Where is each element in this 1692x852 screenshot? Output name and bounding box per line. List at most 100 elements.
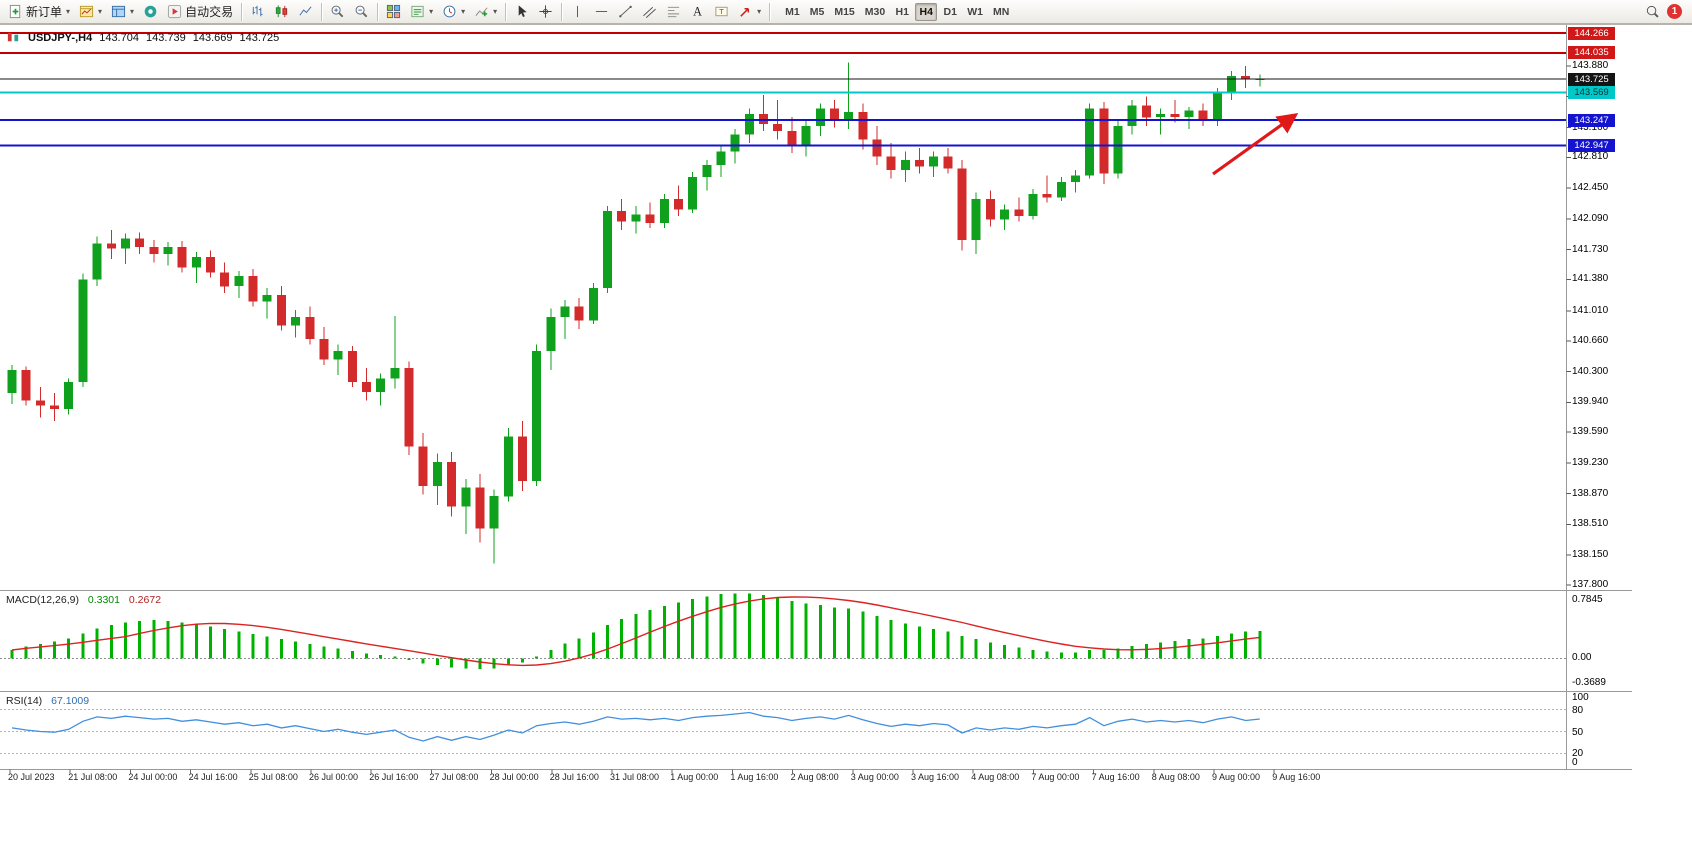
tile-windows-icon [386, 4, 401, 19]
bar-chart-mode-icon [250, 4, 265, 19]
line-chart-mode-button[interactable] [294, 2, 317, 22]
macd-main-value: 0.3301 [87, 594, 120, 606]
toolbar-separator [321, 2, 323, 21]
fibonacci-tool-button[interactable] [662, 2, 685, 22]
indicators-icon [474, 4, 489, 19]
autotrading-icon [167, 4, 182, 19]
timeframe-d1-button[interactable]: D1 [943, 5, 957, 18]
indicators-button[interactable]: ▾ [470, 2, 501, 22]
periods-button[interactable]: ▾ [438, 2, 469, 22]
info-high-value: 143.739 [145, 31, 186, 44]
timeframe-m15-button[interactable]: M15 [834, 5, 855, 18]
timeframe-h1-button[interactable]: H1 [895, 5, 909, 18]
caret-down-icon: ▾ [66, 7, 71, 16]
caret-down-icon: ▾ [757, 7, 762, 16]
timeframe-m1-button[interactable]: M1 [785, 5, 800, 18]
tile-windows-button[interactable] [382, 2, 405, 22]
chart-profiles-icon [111, 4, 126, 19]
cursor-button[interactable] [510, 2, 533, 22]
timeframe-h4-button[interactable]: H4 [915, 2, 938, 21]
new-order-label: 新订单 [26, 5, 63, 19]
text-label-icon: T [714, 4, 729, 19]
rsi-value: 67.1009 [51, 695, 90, 707]
macd-signal-value: 0.2672 [128, 594, 162, 606]
info-open-value: 143.704 [99, 31, 139, 44]
trend-arrow-annotation[interactable] [1212, 112, 1299, 176]
vertical-line-tool-button[interactable] [566, 2, 589, 22]
info-symbol: USDJPY-,H4 [28, 31, 93, 44]
arrow-shape-icon [738, 4, 753, 19]
zoom-in-button[interactable] [326, 2, 349, 22]
channel-tool-button[interactable] [638, 2, 661, 22]
macd-title: MACD(12,26,9) [6, 594, 79, 606]
main-toolbar: 新订单 ▾ ▾ ▾ 自动交易 [0, 0, 1692, 24]
chart-info-line: USDJPY-,H4 143.704 143.739 143.669 143.7… [6, 30, 279, 45]
timeframe-group: M1 M5 M15 M30 H1 H4 D1 W1 MN [780, 2, 1014, 21]
search-button[interactable] [1641, 2, 1664, 22]
clock-icon [442, 4, 457, 19]
symbol-icon [6, 30, 21, 45]
text-label-tool-button[interactable]: T [710, 2, 733, 22]
toolbar-separator [241, 2, 243, 21]
toolbar-separator [561, 2, 563, 21]
shapes-arrows-button[interactable]: ▾ [734, 2, 765, 22]
text-icon: A [690, 4, 705, 19]
panel-separators [0, 24, 1692, 774]
zoom-out-icon [354, 4, 369, 19]
vertical-line-icon [570, 4, 585, 19]
new-chart-button[interactable]: ▾ [75, 2, 106, 22]
crosshair-button[interactable] [534, 2, 557, 22]
rsi-level-lines [0, 709, 1566, 754]
svg-text:A: A [693, 5, 702, 19]
toolbar-separator [377, 2, 379, 21]
templates-button[interactable]: ▾ [406, 2, 437, 22]
crosshair-icon [538, 4, 553, 19]
equidistant-channel-icon [642, 4, 657, 19]
toolbar-separator [769, 2, 771, 21]
caret-down-icon: ▾ [461, 7, 466, 16]
macd-histogram [0, 593, 1566, 670]
horizontal-line-icon [594, 4, 609, 19]
community-button[interactable] [139, 2, 162, 22]
cursor-arrow-icon [514, 4, 529, 19]
zoom-out-button[interactable] [350, 2, 373, 22]
trendline-tool-button[interactable] [614, 2, 637, 22]
autotrading-button[interactable]: 自动交易 [163, 2, 237, 22]
candlesticks[interactable] [7, 62, 1265, 564]
new-chart-icon [79, 4, 94, 19]
caret-down-icon: ▾ [493, 7, 498, 16]
zoom-in-icon [330, 4, 345, 19]
chart-profiles-button[interactable]: ▾ [107, 2, 138, 22]
line-chart-mode-icon [298, 4, 313, 19]
candlestick-mode-icon [274, 4, 289, 19]
bar-chart-mode-button[interactable] [246, 2, 269, 22]
rsi-line [11, 711, 1260, 742]
text-tool-button[interactable]: A [686, 2, 709, 22]
macd-label: MACD(12,26,9) 0.3301 0.2672 [6, 594, 161, 606]
timeframe-w1-button[interactable]: W1 [967, 5, 983, 18]
autotrading-label: 自动交易 [185, 5, 234, 19]
community-icon [143, 4, 158, 19]
templates-icon [410, 4, 425, 19]
trendline-icon [618, 4, 633, 19]
horizontal-line-tool-button[interactable] [590, 2, 613, 22]
rsi-title: RSI(14) [6, 695, 43, 707]
caret-down-icon: ▾ [98, 7, 103, 16]
new-order-icon [8, 4, 23, 19]
info-low-value: 143.669 [192, 31, 233, 44]
caret-down-icon: ▾ [130, 7, 135, 16]
horizontal-level-lines[interactable] [0, 32, 1566, 147]
caret-down-icon: ▾ [429, 7, 434, 16]
notification-badge[interactable]: 1 [1667, 4, 1682, 19]
new-order-button[interactable]: 新订单 ▾ [4, 2, 74, 22]
timeframe-m5-button[interactable]: M5 [809, 5, 825, 18]
timeframe-mn-button[interactable]: MN [992, 5, 1010, 18]
fibonacci-icon [666, 4, 681, 19]
toolbar-separator [505, 2, 507, 21]
info-close-value: 143.725 [239, 31, 280, 44]
macd-signal-line [11, 596, 1260, 667]
candlestick-mode-button[interactable] [270, 2, 293, 22]
timeframe-m30-button[interactable]: M30 [864, 5, 886, 18]
